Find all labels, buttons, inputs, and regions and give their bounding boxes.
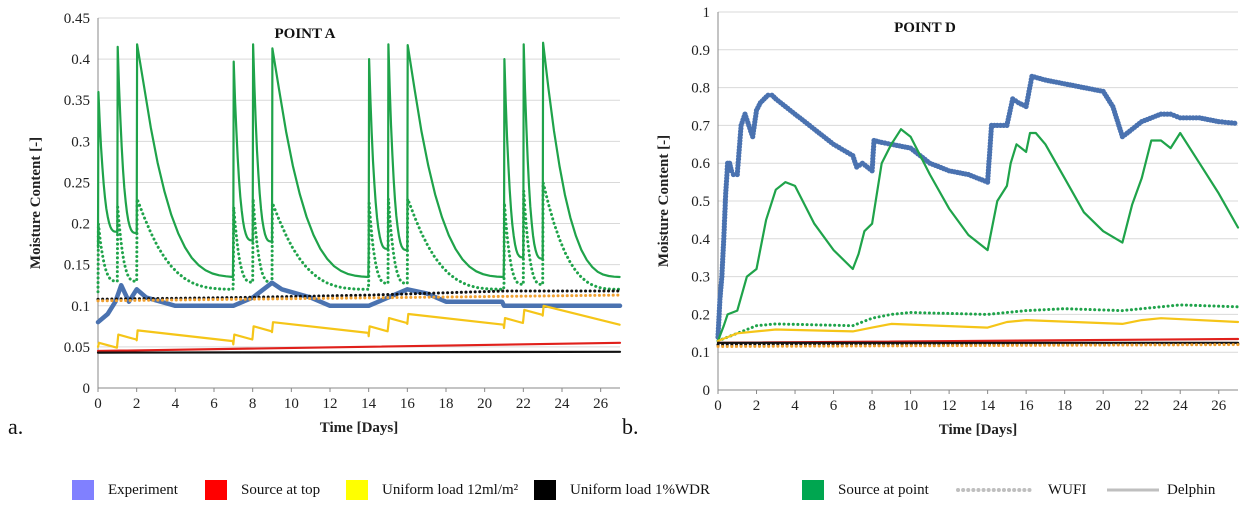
x-tick-label: 0 [94,396,102,412]
legend-label: Experiment [108,482,179,498]
y-tick-label: 0 [83,381,91,397]
y-tick-label: 0.5 [691,194,710,210]
series-uniform_wdr-solid-line [96,350,622,354]
panel-a-chart: 00.050.10.150.20.250.30.350.40.450 2 4 6 8 10… [8,11,623,439]
series-source_point-dotted-line [96,180,622,294]
panel-title: POINT A [275,26,336,42]
x-tick-label: 6 [210,396,218,412]
legend-swatch [534,480,556,500]
x-tick-label: 14 [980,398,996,414]
y-tick-label: 0 [703,383,711,399]
series-source_point-solid-line [96,41,621,279]
panel-title: POINT D [894,20,956,36]
y-tick-label: 0.1 [71,299,90,315]
y-tick-label: 0.3 [71,134,90,150]
y-tick-label: 0.2 [691,307,710,323]
x-tick-label: 2 [133,396,141,412]
y-tick-label: 0.2 [71,217,90,233]
x-axis-title: Time [Days] [320,420,398,436]
y-tick-label: 0.6 [691,156,710,172]
series-source_point-solid-line [716,128,1240,342]
x-tick-label: 6 [830,398,838,414]
y-tick-label: 0.25 [64,175,90,191]
x-tick-label: 0 [714,398,722,414]
x-tick-label: 10 [903,398,918,414]
y-tick-label: 1 [703,5,711,21]
y-axis-title: Moisture Content [-] [656,135,672,267]
legend-label: Delphin [1167,482,1216,498]
x-tick-label: 24 [555,396,571,412]
y-tick-label: 0.4 [691,232,710,248]
x-tick-label: 20 [1096,398,1111,414]
series-experiment-point [765,92,771,98]
x-tick-label: 18 [1057,398,1072,414]
x-tick-label: 4 [791,398,799,414]
panel-letter: b. [622,414,639,439]
x-tick-label: 16 [400,396,416,412]
panel-letter: a. [8,414,23,439]
y-tick-label: 0.45 [64,11,90,27]
x-tick-label: 4 [172,396,180,412]
panel-b-chart: 00.10.20.30.40.50.60.70.80.910 2 4 6 8 10 12 14… [622,5,1240,439]
legend-label: WUFI [1048,482,1086,498]
series-experiment-point [730,171,737,178]
legend-label: Uniform load 12ml/m² [382,482,519,498]
series-source_point-dotted-line [716,303,1240,343]
series-wufi_orange-dotted-line [96,293,622,303]
x-axis-title: Time [Days] [939,422,1017,438]
x-tick-label: 22 [516,396,531,412]
y-tick-label: 0.4 [71,52,90,68]
series-source_top-solid-line [96,341,622,353]
y-tick-label: 0.9 [691,43,710,59]
x-tick-label: 22 [1134,398,1149,414]
legend-label: Uniform load 1%WDR [570,482,710,498]
y-tick-label: 0.15 [64,258,90,274]
x-tick-label: 14 [361,396,377,412]
x-tick-label: 18 [439,396,454,412]
x-tick-label: 10 [284,396,299,412]
y-tick-label: 0.05 [64,340,90,356]
x-tick-label: 2 [753,398,761,414]
y-tick-label: 0.7 [691,118,710,134]
x-tick-label: 20 [477,396,492,412]
y-tick-label: 0.8 [691,81,710,97]
y-tick-label: 0.35 [64,93,90,109]
legend: Experiment Source at top Uniform load 12ml… [72,480,1216,500]
series-wufi_orange-dotted-line [716,343,1240,348]
legend-swatch [346,480,368,500]
y-tick-label: 0.3 [691,270,710,286]
legend-swatch [72,480,94,500]
x-tick-label: 16 [1019,398,1035,414]
series-uniform_12-solid-line [716,317,1240,342]
legend-label: Source at point [838,482,930,498]
series-experiment-thick-line [95,280,623,325]
series-uniform_wdr-dotted-line [96,289,622,301]
series-experiment-point [1232,120,1238,126]
series-uniform_12-solid-line [96,304,621,349]
x-tick-label: 8 [249,396,257,412]
x-tick-label: 12 [942,398,957,414]
legend-label: Source at top [241,482,320,498]
y-axis-title: Moisture Content [-] [28,137,44,269]
x-tick-label: 26 [1211,398,1227,414]
x-tick-label: 8 [868,398,876,414]
x-tick-label: 26 [593,396,609,412]
legend-swatch [205,480,227,500]
x-tick-label: 24 [1173,398,1189,414]
y-tick-label: 0.1 [691,345,710,361]
x-tick-label: 12 [323,396,338,412]
legend-swatch [802,480,824,500]
